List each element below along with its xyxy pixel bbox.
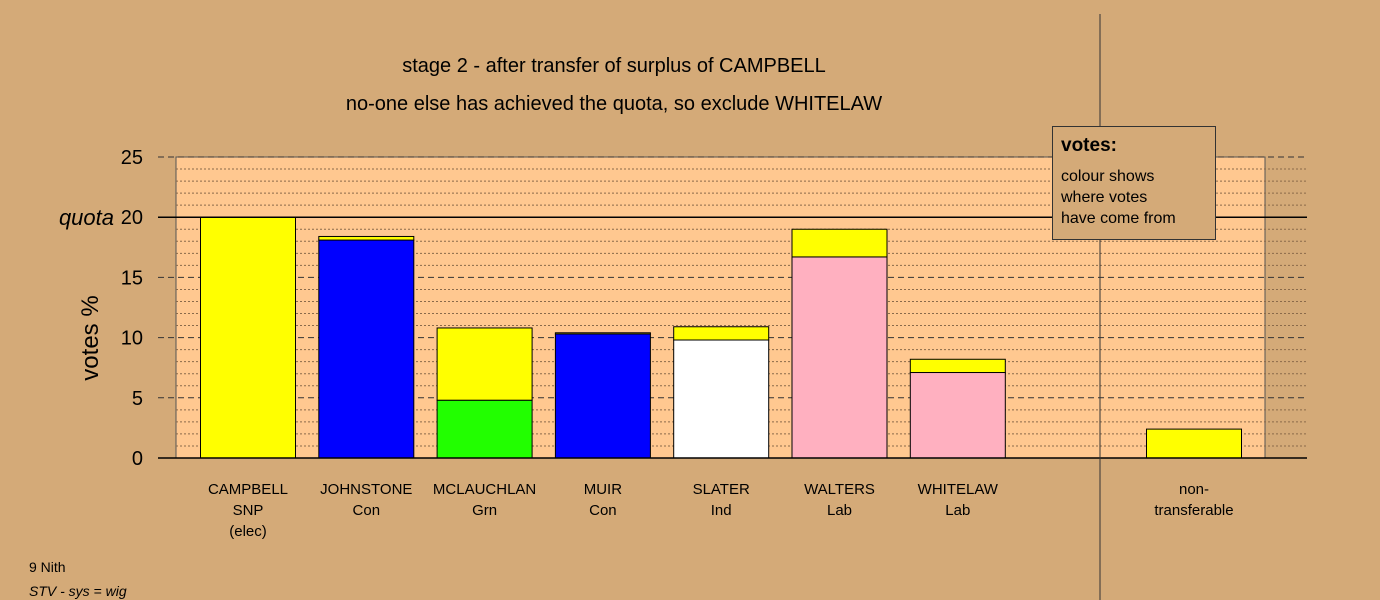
bars: CAMPBELL SNP (elec) JOHNSTONE Con MCLAUCHLAN G… [200, 216, 1242, 540]
bar-segment [909, 358, 1006, 374]
x-tick-label: (elec) [229, 523, 267, 540]
y-axis-label: votes % [77, 295, 104, 380]
x-tick-label: MUIR [584, 481, 622, 498]
x-tick-label: JOHNSTONE [320, 481, 412, 498]
chart-title: stage 2 - after transfer of surplus of C… [402, 55, 826, 77]
y-tick-label: 0 [132, 448, 143, 470]
bar-nontransferable [1146, 428, 1242, 459]
x-tick-label-nontransferable: non- [1179, 481, 1209, 498]
bar-segment [436, 399, 533, 459]
footer-system: STV - sys = wig [29, 583, 127, 599]
bar-segment [436, 327, 533, 401]
bar-segment [791, 228, 888, 258]
x-tick-label: Lab [827, 502, 852, 519]
x-tick-label: WHITELAW [918, 481, 999, 498]
x-tick-label-nontransferable: transferable [1154, 502, 1233, 519]
x-tick-label: SNP [233, 502, 264, 519]
x-tick-label: Ind [711, 502, 732, 519]
x-tick-label: SLATER [693, 481, 750, 498]
x-tick-label: Con [589, 502, 617, 519]
y-tick-label: 10 [121, 328, 143, 350]
y-tick-label: 25 [121, 147, 143, 169]
y-tick-label: 5 [132, 388, 143, 410]
x-tick-label: MCLAUCHLAN [433, 481, 536, 498]
legend-line-1: colour shows [1061, 168, 1155, 185]
bar-segment [673, 326, 770, 341]
legend: votes: colour shows where votes have com… [1052, 126, 1216, 240]
quota-label: quota [59, 205, 114, 230]
x-tick-label: Grn [472, 502, 497, 519]
bar-segment [554, 333, 651, 459]
y-tick-label: 15 [121, 267, 143, 289]
legend-title: votes: [1061, 135, 1117, 156]
chart-subtitle: no-one else has achieved the quota, so e… [346, 93, 882, 115]
x-tick-label: Con [353, 502, 381, 519]
bar-segment [318, 239, 415, 459]
bar-segment [791, 256, 888, 459]
footer-ward: 9 Nith [29, 559, 66, 575]
bar-segment [673, 339, 770, 459]
x-tick-label: Lab [945, 502, 970, 519]
bar-segment [909, 372, 1006, 459]
legend-line-3: have come from [1061, 210, 1176, 227]
legend-line-2: where votes [1061, 189, 1148, 206]
y-tick-label: 20 [121, 207, 143, 229]
bar-segment [318, 235, 415, 241]
bar-segment [200, 216, 296, 459]
x-tick-label: CAMPBELL [208, 481, 288, 498]
x-tick-label: WALTERS [804, 481, 875, 498]
bar-segment [554, 332, 651, 335]
